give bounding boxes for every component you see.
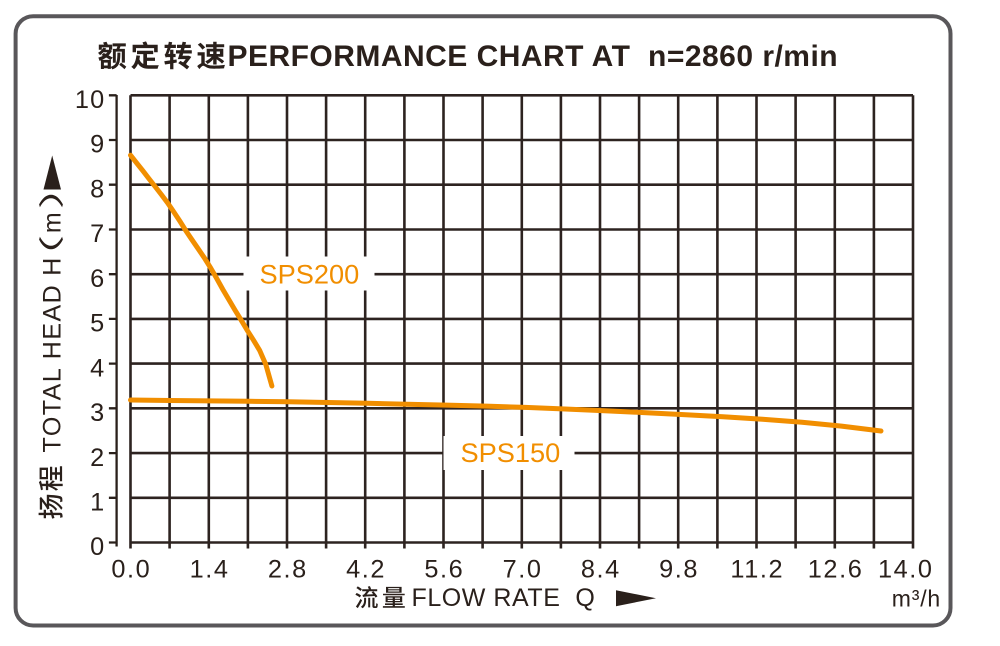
svg-text:9.8: 9.8 <box>659 555 699 583</box>
svg-text:m³/h: m³/h <box>892 585 941 611</box>
svg-text:8.4: 8.4 <box>581 555 621 583</box>
svg-text:1: 1 <box>90 489 105 517</box>
svg-text:m: m <box>39 212 67 233</box>
svg-text:2.8: 2.8 <box>268 555 308 583</box>
svg-text:2: 2 <box>90 444 105 472</box>
svg-text:10: 10 <box>75 86 106 114</box>
svg-text:TOTAL HEAD: TOTAL HEAD <box>39 284 67 453</box>
svg-text:5: 5 <box>90 310 105 338</box>
svg-text:H: H <box>39 258 67 276</box>
svg-text:SPS150: SPS150 <box>461 437 561 468</box>
svg-text:1.4: 1.4 <box>190 555 230 583</box>
svg-text:3: 3 <box>90 399 105 427</box>
svg-text:7: 7 <box>90 220 105 248</box>
svg-text:4: 4 <box>90 354 105 382</box>
svg-text:5.6: 5.6 <box>424 555 464 583</box>
svg-text:11.2: 11.2 <box>730 555 784 583</box>
svg-text:PERFORMANCE CHART AT n=2860 r: PERFORMANCE CHART AT n=2860 r/min <box>228 40 839 73</box>
svg-text:6: 6 <box>90 265 105 293</box>
svg-text:8: 8 <box>90 175 105 203</box>
svg-text:0: 0 <box>90 533 105 561</box>
svg-text:SPS200: SPS200 <box>260 259 360 290</box>
svg-text:9: 9 <box>90 131 105 159</box>
svg-text:7.0: 7.0 <box>503 555 543 583</box>
svg-text:4.2: 4.2 <box>346 555 386 583</box>
svg-text:12.6: 12.6 <box>808 555 864 583</box>
svg-text:14.0: 14.0 <box>878 555 934 583</box>
svg-text:FLOW RATE Q: FLOW RATE Q <box>412 584 596 612</box>
svg-text:0.0: 0.0 <box>111 555 151 583</box>
